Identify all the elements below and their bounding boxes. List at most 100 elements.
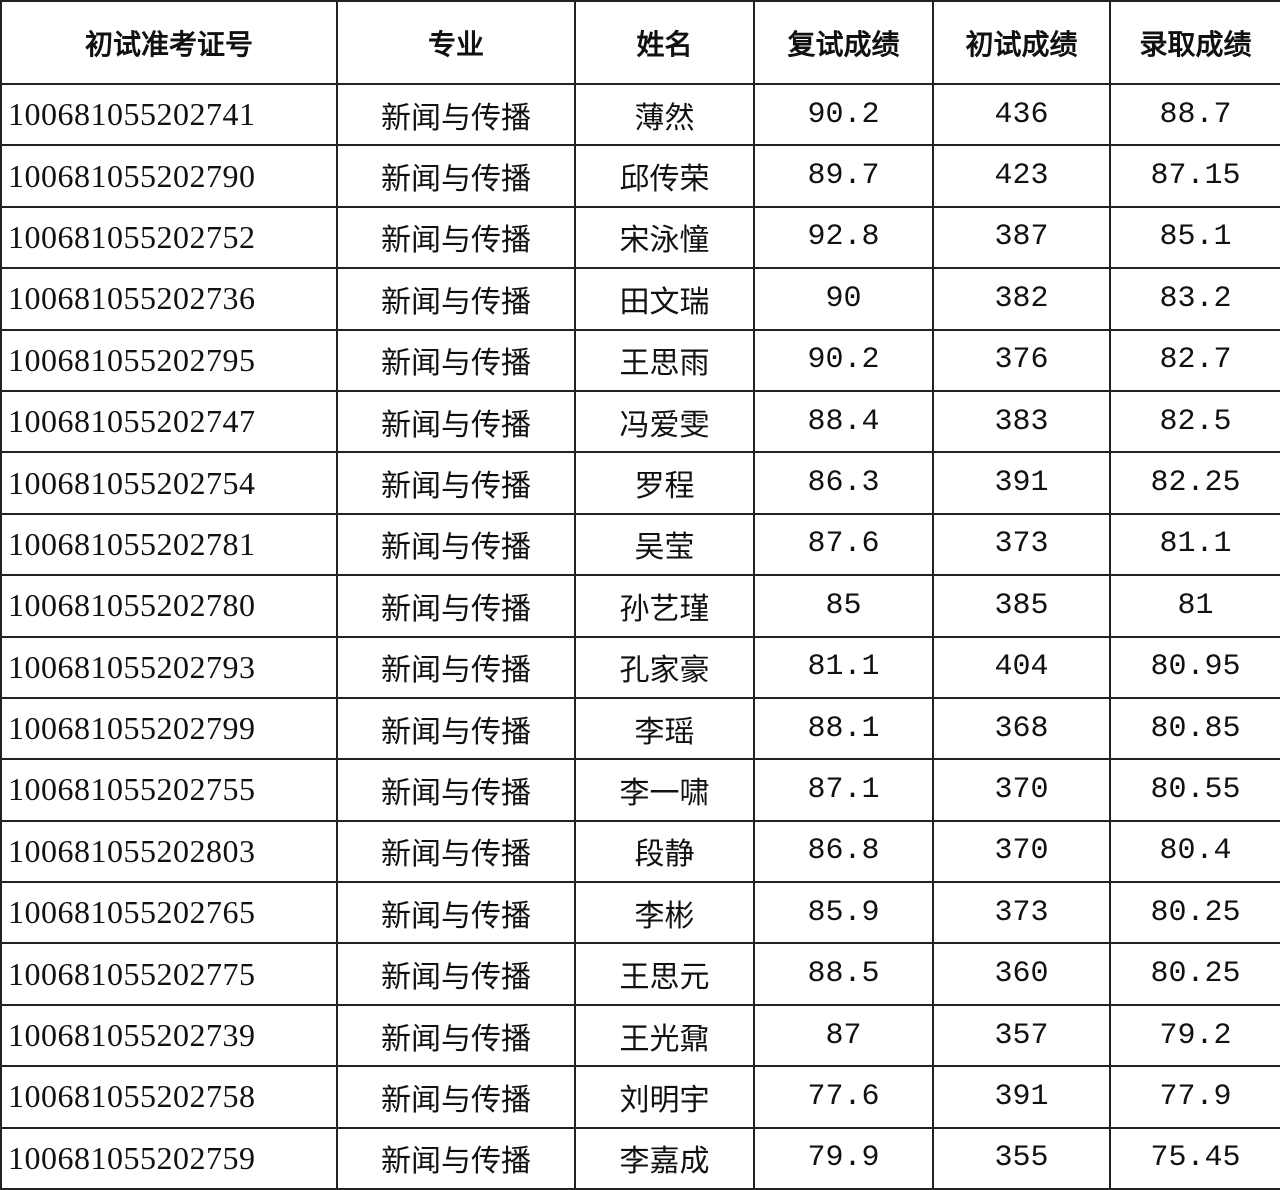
cell-exam-id: 100681055202752 [0,205,338,270]
cell-name: 孙艺瑾 [574,574,755,638]
cell-admission-score: 80.25 [1109,881,1280,945]
table-row: 100681055202790 新闻与传播 邱传荣 89.7 423 87.15 [0,144,1280,208]
table-row: 100681055202741 新闻与传播 薄然 90.2 436 88.7 [0,82,1280,147]
cell-initial-score: 360 [932,942,1111,1006]
cell-admission-score: 75.45 [1109,1126,1280,1190]
table-row: 100681055202793 新闻与传播 孔家豪 81.1 404 80.95 [0,635,1280,699]
cell-retest-score: 88.4 [753,389,934,454]
table-row: 100681055202803 新闻与传播 段静 86.8 370 80.4 [0,819,1280,884]
cell-admission-score: 82.7 [1109,328,1280,392]
cell-major: 新闻与传播 [336,512,576,577]
cell-retest-score: 77.6 [753,1065,934,1129]
cell-name: 宋泳憧 [574,205,755,270]
cell-name: 田文瑞 [574,267,755,331]
cell-exam-id: 100681055202775 [0,942,338,1006]
cell-initial-score: 423 [932,144,1111,208]
cell-major: 新闻与传播 [336,758,576,822]
cell-major: 新闻与传播 [336,205,576,270]
cell-admission-score: 79.2 [1109,1003,1280,1068]
cell-admission-score: 81 [1109,574,1280,638]
cell-retest-score: 90 [753,267,934,331]
cell-name: 李一啸 [574,758,755,822]
cell-initial-score: 383 [932,389,1111,454]
cell-name: 刘明宇 [574,1065,755,1129]
table-row: 100681055202795 新闻与传播 王思雨 90.2 376 82.7 [0,328,1280,392]
cell-retest-score: 85 [753,574,934,638]
table-row: 100681055202747 新闻与传播 冯爱雯 88.4 383 82.5 [0,389,1280,454]
cell-retest-score: 89.7 [753,144,934,208]
cell-major: 新闻与传播 [336,819,576,884]
cell-major: 新闻与传播 [336,1065,576,1129]
cell-name: 段静 [574,819,755,884]
cell-name: 王思雨 [574,328,755,392]
cell-initial-score: 376 [932,328,1111,392]
cell-major: 新闻与传播 [336,1003,576,1068]
table-row: 100681055202781 新闻与传播 吴莹 87.6 373 81.1 [0,512,1280,577]
cell-exam-id: 100681055202793 [0,635,338,699]
cell-retest-score: 87 [753,1003,934,1068]
cell-retest-score: 81.1 [753,635,934,699]
cell-exam-id: 100681055202755 [0,758,338,822]
cell-admission-score: 81.1 [1109,512,1280,577]
header-admission-score: 录取成绩 [1109,0,1280,85]
cell-name: 孔家豪 [574,635,755,699]
header-row: 初试准考证号 专业 姓名 复试成绩 初试成绩 录取成绩 [0,0,1280,85]
cell-name: 冯爱雯 [574,389,755,454]
table-row: 100681055202765 新闻与传播 李彬 85.9 373 80.25 [0,881,1280,945]
cell-admission-score: 87.15 [1109,144,1280,208]
cell-major: 新闻与传播 [336,1126,576,1190]
cell-admission-score: 80.95 [1109,635,1280,699]
table-row: 100681055202754 新闻与传播 罗程 86.3 391 82.25 [0,451,1280,515]
table-row: 100681055202775 新闻与传播 王思元 88.5 360 80.25 [0,942,1280,1006]
cell-exam-id: 100681055202758 [0,1065,338,1129]
cell-major: 新闻与传播 [336,696,576,761]
cell-admission-score: 88.7 [1109,82,1280,147]
cell-retest-score: 87.6 [753,512,934,577]
cell-initial-score: 368 [932,696,1111,761]
cell-initial-score: 387 [932,205,1111,270]
header-name: 姓名 [574,0,755,85]
cell-exam-id: 100681055202799 [0,696,338,761]
cell-major: 新闻与传播 [336,942,576,1006]
table-row: 100681055202752 新闻与传播 宋泳憧 92.8 387 85.1 [0,205,1280,270]
cell-name: 王思元 [574,942,755,1006]
header-retest-score: 复试成绩 [753,0,934,85]
cell-major: 新闻与传播 [336,389,576,454]
cell-name: 罗程 [574,451,755,515]
cell-exam-id: 100681055202781 [0,512,338,577]
cell-exam-id: 100681055202739 [0,1003,338,1068]
cell-retest-score: 87.1 [753,758,934,822]
cell-initial-score: 382 [932,267,1111,331]
cell-admission-score: 77.9 [1109,1065,1280,1129]
cell-admission-score: 80.55 [1109,758,1280,822]
table-row: 100681055202739 新闻与传播 王光鼐 87 357 79.2 [0,1003,1280,1068]
cell-name: 邱传荣 [574,144,755,208]
cell-major: 新闻与传播 [336,451,576,515]
cell-exam-id: 100681055202759 [0,1126,338,1190]
cell-name: 薄然 [574,82,755,147]
cell-exam-id: 100681055202741 [0,82,338,147]
cell-initial-score: 355 [932,1126,1111,1190]
cell-initial-score: 436 [932,82,1111,147]
cell-major: 新闻与传播 [336,574,576,638]
cell-major: 新闻与传播 [336,328,576,392]
cell-exam-id: 100681055202747 [0,389,338,454]
cell-initial-score: 373 [932,881,1111,945]
cell-admission-score: 85.1 [1109,205,1280,270]
cell-initial-score: 385 [932,574,1111,638]
cell-retest-score: 85.9 [753,881,934,945]
cell-initial-score: 373 [932,512,1111,577]
cell-major: 新闻与传播 [336,267,576,331]
table-row: 100681055202736 新闻与传播 田文瑞 90 382 83.2 [0,267,1280,331]
cell-retest-score: 79.9 [753,1126,934,1190]
cell-retest-score: 90.2 [753,82,934,147]
cell-retest-score: 88.5 [753,942,934,1006]
table-row: 100681055202758 新闻与传播 刘明宇 77.6 391 77.9 [0,1065,1280,1129]
cell-initial-score: 404 [932,635,1111,699]
header-major: 专业 [336,0,576,85]
cell-name: 吴莹 [574,512,755,577]
cell-retest-score: 92.8 [753,205,934,270]
cell-name: 李彬 [574,881,755,945]
cell-retest-score: 88.1 [753,696,934,761]
cell-initial-score: 357 [932,1003,1111,1068]
